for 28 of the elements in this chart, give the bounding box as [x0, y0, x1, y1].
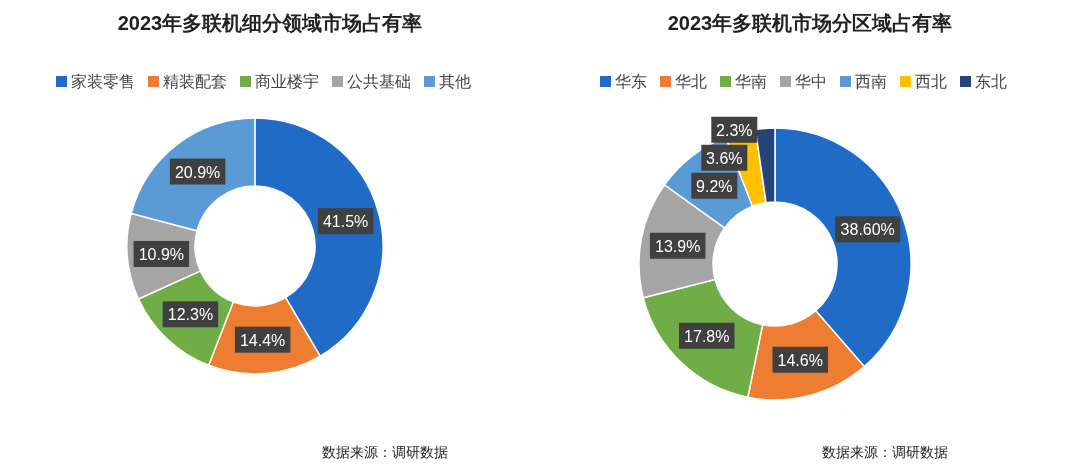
source-note: 数据来源：调研数据 [322, 444, 448, 460]
legend-label: 公共基础 [347, 73, 411, 90]
chart-title: 2023年多联机市场分区域占有率 [667, 12, 953, 34]
data-label: 38.60% [840, 221, 895, 239]
data-label: 10.9% [138, 245, 185, 263]
legend-label: 华中 [795, 73, 827, 90]
data-label: 3.6% [706, 149, 743, 167]
chart-title: 2023年多联机细分领域市场占有率 [117, 12, 423, 34]
legend-label: 商业楼宇 [255, 73, 319, 90]
legend-label: 西南 [855, 73, 887, 90]
legend-label: 精装配套 [163, 73, 227, 90]
source-note: 数据来源：调研数据 [822, 444, 948, 460]
legend-label: 华北 [675, 73, 707, 90]
legend-label: 华南 [735, 73, 767, 90]
data-label: 2.3% [716, 121, 753, 139]
legend-label: 其他 [439, 73, 471, 90]
data-label: 41.5% [322, 213, 369, 231]
data-label: 12.3% [167, 306, 214, 324]
data-label: 17.8% [684, 327, 730, 345]
data-label: 9.2% [696, 177, 733, 195]
data-label: 20.9% [174, 163, 221, 181]
legend-label: 东北 [975, 73, 1007, 90]
data-label: 14.4% [239, 331, 286, 349]
legend-label: 西北 [915, 73, 947, 90]
legend-label: 华东 [615, 73, 647, 90]
legend-label: 家装零售 [71, 73, 135, 90]
data-label: 13.9% [655, 237, 701, 255]
data-label: 14.6% [777, 351, 823, 369]
